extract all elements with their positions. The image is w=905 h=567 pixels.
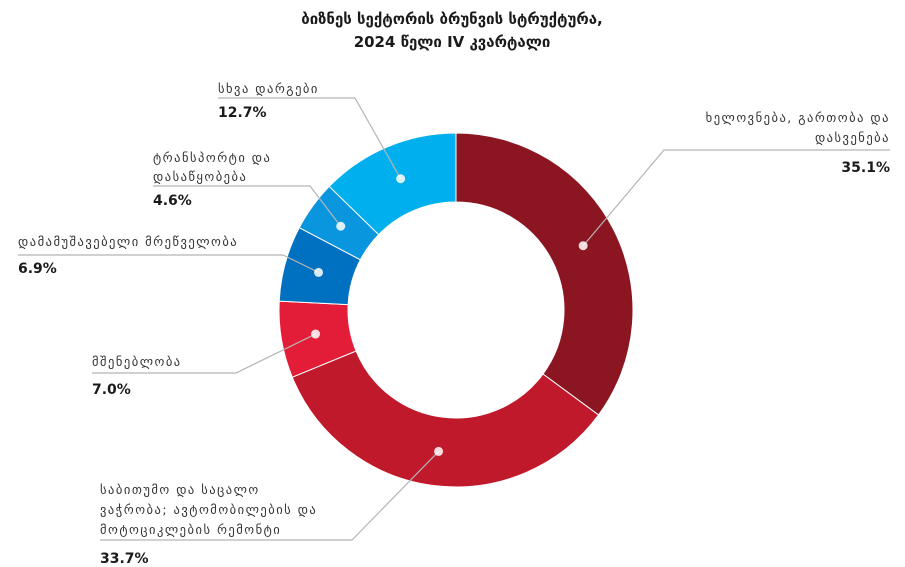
slice-label-1-line-2: მოტოციკლების რემონტი xyxy=(100,522,281,537)
slice-label-2-line-0: მშენებლობა xyxy=(92,354,182,369)
slice-label-5-line-0: სხვა დარგები xyxy=(218,81,319,96)
leader-line-5 xyxy=(218,97,402,179)
leader-line-1 xyxy=(100,451,440,541)
slice-value-label-3: 6.9% xyxy=(18,261,57,277)
slice-1 xyxy=(291,350,600,488)
slice-annotations: ხელოვნება, გართობა და დასვენება 35.1% საბით… xyxy=(18,81,890,567)
slice-marker-0 xyxy=(578,241,588,251)
slice-value-label-1: 33.7% xyxy=(100,551,149,567)
leader-line-4 xyxy=(153,185,342,227)
donut-slices xyxy=(278,132,634,488)
slice-marker-3 xyxy=(314,267,324,277)
chart-title-line-2: 2024 წელი IV კვარტალი xyxy=(354,33,551,51)
slice-marker-1 xyxy=(434,446,444,456)
slice-label-3-line-0: დამამუშავებელი მრეწველობა xyxy=(18,234,238,249)
slice-label-4-line-1: დასაწყობება xyxy=(153,169,247,184)
leader-line-0 xyxy=(582,149,890,247)
slice-label-1-line-0: საბითუმო და საცალო xyxy=(100,482,260,497)
leader-line-3 xyxy=(18,254,319,273)
slice-label-1-line-1: ვაჭრობა; ავტომობილების და xyxy=(100,502,317,517)
slice-0 xyxy=(455,132,634,416)
leader-line-2 xyxy=(92,333,316,374)
slice-value-label-4: 4.6% xyxy=(153,193,192,209)
slice-label-0-line-1: დასვენება xyxy=(815,130,890,145)
slice-5 xyxy=(328,132,457,236)
slice-marker-4 xyxy=(336,221,346,231)
slice-marker-2 xyxy=(311,329,321,339)
chart-title-line-1: ბიზნეს სექტორის ბრუნვის სტრუქტურა, xyxy=(301,10,603,28)
slice-label-4-line-0: ტრანსპორტი და xyxy=(153,150,271,165)
slice-value-label-5: 12.7% xyxy=(218,105,267,121)
slice-value-label-0: 35.1% xyxy=(841,160,890,176)
slice-marker-5 xyxy=(396,174,406,184)
slice-label-0-line-0: ხელოვნება, გართობა და xyxy=(706,110,890,125)
slice-value-label-2: 7.0% xyxy=(92,382,131,398)
